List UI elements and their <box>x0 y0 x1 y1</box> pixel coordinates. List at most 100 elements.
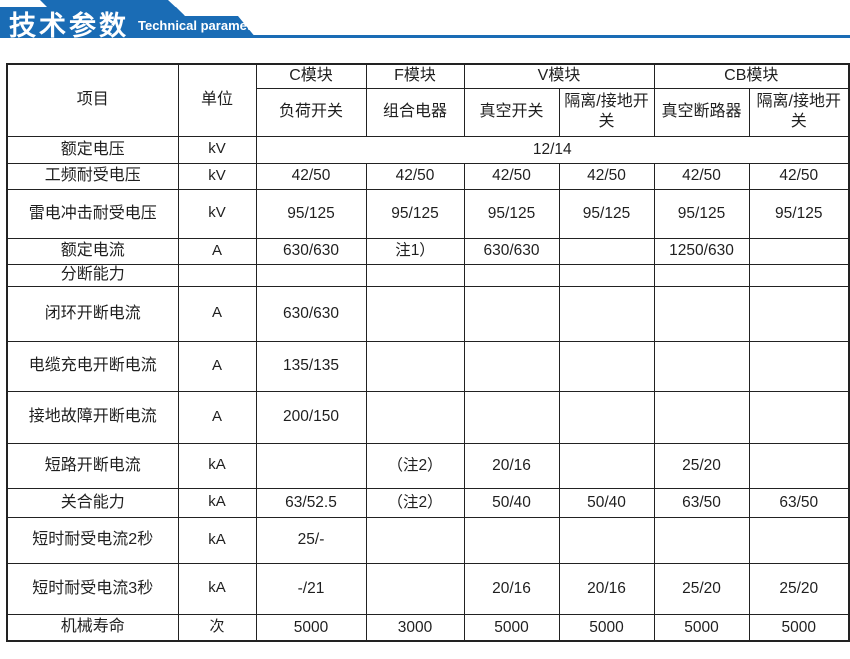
table-row: 工频耐受电压 kV 42/50 42/50 42/50 42/50 42/50 42/50 <box>6 162 850 190</box>
unit-cell: kV <box>177 162 257 190</box>
value-cell <box>558 263 655 287</box>
value-cell: 5000 <box>653 613 750 642</box>
value-cell <box>748 263 850 287</box>
value-cell: 95/125 <box>255 188 367 239</box>
value-cell: 63/50 <box>653 487 750 518</box>
item-cell: 机械寿命 <box>6 613 179 642</box>
technical-parameter-table: 项目 单位 C模块 F模块 V模块 CB模块 负荷开关 组合电器 真空开关 隔离… <box>6 63 850 642</box>
value-cell <box>748 516 850 564</box>
value-cell <box>463 285 560 342</box>
header-subcol-vacuum-switch: 真空开关 <box>463 87 560 137</box>
value-cell <box>365 340 465 392</box>
table-row: 关合能力 kA 63/52.5 （注2） 50/40 50/40 63/50 63/50 <box>6 487 850 518</box>
table-row: 雷电冲击耐受电压 kV 95/125 95/125 95/125 95/125 95/125… <box>6 188 850 239</box>
value-cell <box>365 285 465 342</box>
table-row: 额定电压 kV 12/14 <box>6 135 850 164</box>
value-cell: 95/125 <box>365 188 465 239</box>
header-module-v: V模块 <box>463 63 655 89</box>
value-cell <box>558 285 655 342</box>
value-cell: 42/50 <box>558 162 655 190</box>
value-cell <box>653 263 750 287</box>
value-cell: （注2） <box>365 442 465 489</box>
value-cell: 42/50 <box>463 162 560 190</box>
value-cell: 5000 <box>255 613 367 642</box>
value-cell <box>463 516 560 564</box>
value-cell: 42/50 <box>748 162 850 190</box>
item-cell: 接地故障开断电流 <box>6 390 179 444</box>
table-body: 额定电压 kV 12/14 工频耐受电压 kV 42/50 42/50 42/50 42/50 4… <box>6 135 850 642</box>
unit-cell: kV <box>177 135 257 164</box>
value-cell <box>463 340 560 392</box>
section-banner: 技术参数 Technical parameter <box>0 0 850 41</box>
value-cell: 630/630 <box>463 237 560 265</box>
value-cell: 95/125 <box>653 188 750 239</box>
value-cell: 25/20 <box>653 562 750 615</box>
table-row: 短时耐受电流2秒 kA 25/- <box>6 516 850 564</box>
header-row-modules: 项目 单位 C模块 F模块 V模块 CB模块 <box>6 63 850 137</box>
value-cell <box>748 285 850 342</box>
unit-cell: kA <box>177 516 257 564</box>
item-cell: 短时耐受电流2秒 <box>6 516 179 564</box>
value-cell: 200/150 <box>255 390 367 444</box>
value-cell <box>558 340 655 392</box>
unit-cell: A <box>177 285 257 342</box>
value-cell: 95/125 <box>463 188 560 239</box>
value-cell: 25/20 <box>748 562 850 615</box>
unit-cell: A <box>177 390 257 444</box>
header-unit: 单位 <box>177 63 257 137</box>
item-cell: 雷电冲击耐受电压 <box>6 188 179 239</box>
value-cell: 630/630 <box>255 237 367 265</box>
value-cell <box>255 442 367 489</box>
value-cell <box>558 516 655 564</box>
header-subcol-isolation-earth-cb: 隔离/接地开关 <box>748 87 850 137</box>
value-cell: 20/16 <box>463 562 560 615</box>
table-row: 闭环开断电流 A 630/630 <box>6 285 850 342</box>
table-row: 电缆充电开断电流 A 135/135 <box>6 340 850 392</box>
value-cell: 42/50 <box>365 162 465 190</box>
value-cell: 20/16 <box>463 442 560 489</box>
value-cell: 25/- <box>255 516 367 564</box>
value-cell: 50/40 <box>463 487 560 518</box>
item-cell: 电缆充电开断电流 <box>6 340 179 392</box>
unit-cell: kA <box>177 442 257 489</box>
table-row: 分断能力 <box>6 263 850 287</box>
header-subcol-vacuum-breaker: 真空断路器 <box>653 87 750 137</box>
header-module-cb: CB模块 <box>653 63 850 89</box>
value-cell: 注1） <box>365 237 465 265</box>
table-row: 额定电流 A 630/630 注1） 630/630 1250/630 <box>6 237 850 265</box>
value-cell <box>255 263 367 287</box>
unit-cell: kV <box>177 188 257 239</box>
value-cell: 63/52.5 <box>255 487 367 518</box>
header-subcol-isolation-earth-v: 隔离/接地开关 <box>558 87 655 137</box>
value-cell <box>558 442 655 489</box>
value-cell <box>558 390 655 444</box>
table-row: 机械寿命次 5000 3000 5000 5000 5000 5000 <box>6 613 850 642</box>
header-subcol-load-switch: 负荷开关 <box>255 87 367 137</box>
value-cell: 42/50 <box>255 162 367 190</box>
value-cell <box>463 390 560 444</box>
value-cell: 3000 <box>365 613 465 642</box>
table-header: 项目 单位 C模块 F模块 V模块 CB模块 负荷开关 组合电器 真空开关 隔离… <box>6 63 850 137</box>
banner-main-shape <box>0 7 256 38</box>
value-cell <box>653 340 750 392</box>
table-row: 接地故障开断电流 A 200/150 <box>6 390 850 444</box>
item-cell: 分断能力 <box>6 263 179 287</box>
page-title-cn: 技术参数 <box>9 11 129 41</box>
banner-shape <box>0 0 850 38</box>
header-subcol-combined-device: 组合电器 <box>365 87 465 137</box>
table-row: 短时耐受电流3秒 kA -/21 20/16 20/16 25/20 25/20 <box>6 562 850 615</box>
value-cell: 50/40 <box>558 487 655 518</box>
banner-underline <box>0 35 850 38</box>
value-cell: 1250/630 <box>653 237 750 265</box>
value-cell: 5000 <box>748 613 850 642</box>
value-cell <box>748 237 850 265</box>
item-cell: 额定电流 <box>6 237 179 265</box>
unit-cell: kA <box>177 562 257 615</box>
item-cell: 闭环开断电流 <box>6 285 179 342</box>
value-cell: -/21 <box>255 562 367 615</box>
merged-value-cell: 12/14 <box>255 135 850 164</box>
value-cell <box>365 263 465 287</box>
header-module-f: F模块 <box>365 63 465 89</box>
value-cell: （注2） <box>365 487 465 518</box>
unit-cell: 次 <box>177 613 257 642</box>
